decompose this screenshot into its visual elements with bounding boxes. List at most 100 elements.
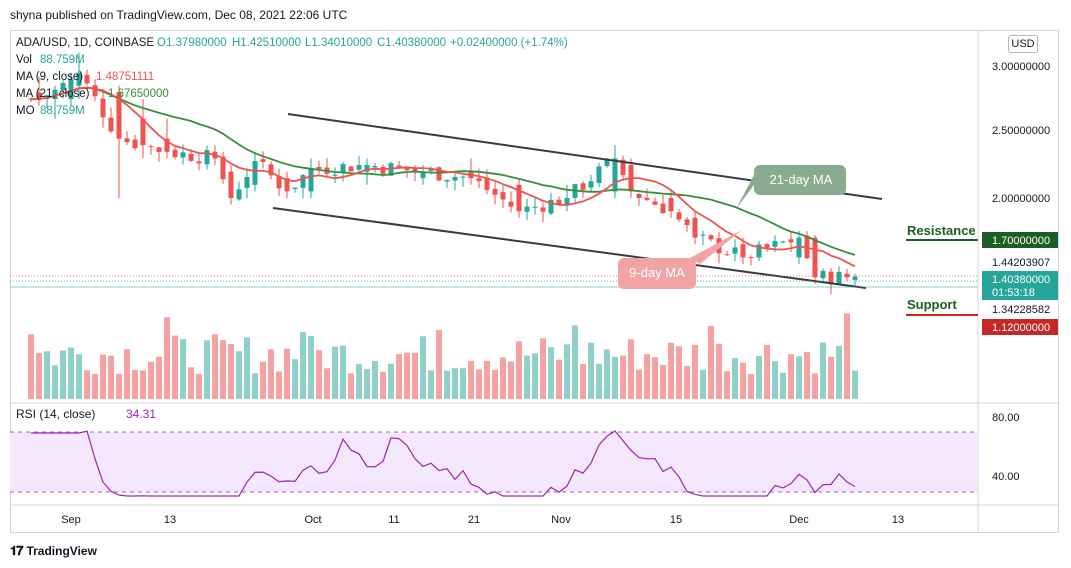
volume-bar xyxy=(484,360,490,399)
candle-body xyxy=(524,206,530,212)
volume-bar xyxy=(508,361,514,399)
candle-body xyxy=(484,178,490,190)
legend-vol-label: Vol xyxy=(16,54,32,66)
candle-body xyxy=(788,239,794,243)
volume-bar xyxy=(556,359,562,399)
low-tag-text: 1.34228582 xyxy=(992,304,1050,316)
chart-frame xyxy=(10,30,1059,533)
volume-bar xyxy=(684,365,690,399)
volume-bar xyxy=(748,373,754,399)
volume-bar xyxy=(668,342,674,399)
candle-body xyxy=(764,244,770,249)
volume-bar xyxy=(540,338,546,399)
volume-bar xyxy=(236,351,242,399)
candle-body xyxy=(836,271,842,284)
candle-body xyxy=(452,176,458,181)
candle-body xyxy=(188,153,194,161)
candle-body xyxy=(180,152,186,158)
candle-body xyxy=(772,240,778,247)
volume-bar xyxy=(628,339,634,399)
volume-bar xyxy=(116,373,122,399)
time-axis-label: 13 xyxy=(164,514,176,526)
volume-bar xyxy=(316,350,322,399)
ma9-tag-text: 1.44203907 xyxy=(992,257,1050,269)
candle-body xyxy=(412,168,418,172)
volume-bar xyxy=(468,360,474,399)
candle-body xyxy=(172,149,178,158)
volume-bar xyxy=(76,354,82,399)
candle-body xyxy=(812,237,818,278)
volume-bar xyxy=(452,368,458,399)
rsi-band xyxy=(10,432,978,492)
candle-body xyxy=(492,188,498,195)
footer-brand-text: TradingView xyxy=(26,544,97,558)
volume-bar xyxy=(356,364,362,399)
time-axis-label: 11 xyxy=(388,514,399,526)
candle-body xyxy=(236,189,242,200)
candle-body xyxy=(636,193,642,199)
time-axis-label: Dec xyxy=(789,514,809,526)
volume-bar xyxy=(68,347,74,399)
last-price-tag xyxy=(982,271,1058,300)
volume-bar xyxy=(652,357,658,399)
volume-bar xyxy=(428,370,434,399)
volume-bar xyxy=(636,369,642,399)
rsi-axis-label: 80.00 xyxy=(992,412,1020,424)
volume-bar xyxy=(548,347,554,399)
volume-bar xyxy=(132,370,138,399)
volume-bar xyxy=(340,345,346,399)
volume-bar xyxy=(396,354,402,399)
candle-body xyxy=(612,158,618,192)
candle-body xyxy=(60,83,66,91)
currency-button[interactable]: USD xyxy=(1008,35,1038,53)
candle-body xyxy=(140,118,146,146)
candle-body xyxy=(252,161,258,185)
support-label: Support xyxy=(907,297,957,312)
tradingview-logo-icon: 𝟏𝟕 xyxy=(10,543,24,558)
volume-bar xyxy=(724,371,730,399)
candle-body xyxy=(604,158,610,167)
volume-bar xyxy=(148,361,154,399)
volume-bar xyxy=(260,361,266,399)
volume-bar xyxy=(172,335,178,399)
candle-body xyxy=(596,166,602,183)
volume-bar xyxy=(372,360,378,399)
channel-lower-line[interactable] xyxy=(272,207,867,289)
candle-body xyxy=(380,166,386,174)
legend-ma9-value: 1.48751111 xyxy=(96,71,154,83)
volume-bar xyxy=(780,372,786,399)
candle-body xyxy=(548,199,554,214)
candle-body xyxy=(564,198,570,205)
legend-ma21-label: MA (21, close) xyxy=(16,88,90,100)
footer-brand[interactable]: 𝟏𝟕 TradingView xyxy=(10,543,97,559)
volume-bar xyxy=(268,349,274,399)
candle-body xyxy=(500,192,506,200)
candle-body xyxy=(508,201,514,207)
volume-bar xyxy=(804,352,810,399)
volume-bar xyxy=(716,343,722,399)
volume-bar xyxy=(388,363,394,399)
candle-body xyxy=(260,159,266,162)
price-axis-label: 2.00000000 xyxy=(992,193,1050,205)
volume-bar xyxy=(244,337,250,399)
candle-body xyxy=(396,165,402,167)
ma9-bubble: 9-day MA xyxy=(618,230,742,289)
candle-body xyxy=(300,175,306,188)
candle-body xyxy=(76,72,82,86)
support-tag xyxy=(982,319,1058,335)
volume-bar xyxy=(676,346,682,399)
volume-bar xyxy=(204,340,210,399)
publisher-line: shyna published on TradingView.com, Dec … xyxy=(10,8,348,22)
volume-bar xyxy=(708,325,714,399)
candle-body xyxy=(652,201,658,205)
volume-bar xyxy=(756,355,762,399)
candle-body xyxy=(276,175,282,189)
candle-body xyxy=(844,273,850,278)
candle-body xyxy=(228,171,234,198)
legend-mo-label: MO xyxy=(16,105,35,117)
volume-bar xyxy=(348,373,354,399)
volume-bar xyxy=(692,344,698,399)
volume-bar xyxy=(492,369,498,399)
volume-bar xyxy=(364,369,370,399)
